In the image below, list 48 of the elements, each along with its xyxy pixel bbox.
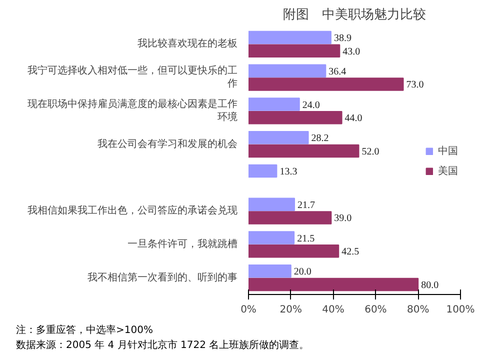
- data-label: 44.0: [344, 113, 362, 124]
- x-tick-label: 20%: [280, 304, 302, 316]
- data-label: 36.4: [328, 66, 346, 78]
- bar: [248, 144, 360, 158]
- data-label: 43.0: [342, 46, 360, 58]
- chart-title: 附图 中美职场魅力比较: [283, 6, 426, 22]
- y-tick-label: 我比较喜欢现在的老板: [138, 38, 238, 50]
- bar: [248, 130, 309, 144]
- data-label: 73.0: [406, 80, 424, 91]
- y-tick-label: 现在职场中保持雇员满意度的最核心因素是工作环境: [28, 98, 238, 124]
- y-tick-label: 我宁可选择收入相对低一些，但可以更快乐的工作: [28, 64, 238, 90]
- y-tick-label: 一旦条件许可，我就跳槽: [128, 238, 238, 250]
- data-label: 20.0: [294, 266, 312, 278]
- bar: [248, 278, 419, 292]
- data-label: 24.0: [302, 100, 320, 111]
- bar: [248, 44, 340, 58]
- bar: [248, 64, 326, 78]
- bar: [248, 78, 404, 91]
- y-tick-label: 我相信如果我工作出色，公司答应的承诺会兑现: [28, 204, 238, 217]
- bar: [248, 264, 292, 278]
- bar: [248, 211, 332, 224]
- bar: [248, 164, 278, 178]
- data-label: 39.0: [334, 213, 352, 224]
- data-label: 28.2: [311, 133, 329, 144]
- bar: [248, 244, 340, 258]
- data-label: 80.0: [421, 280, 439, 291]
- bar: [248, 98, 300, 111]
- legend-label: 美国: [438, 164, 458, 178]
- data-label: 21.7: [298, 200, 316, 211]
- x-tick-label: 100%: [446, 304, 475, 316]
- data-label: 21.5: [297, 233, 315, 244]
- legend-label: 中国: [438, 144, 458, 158]
- bar: [248, 110, 342, 124]
- y-tick-label: 我在公司会有学习和发展的机会: [98, 138, 238, 150]
- bar: [248, 30, 332, 44]
- data-label: 42.5: [342, 246, 360, 258]
- x-tick-label: 60%: [364, 304, 387, 316]
- data-label: 13.3: [280, 166, 298, 178]
- source-note: 数据来源：2005 年 4 月针对北京市 1722 名上班族所做的调查。: [16, 340, 310, 351]
- text: 注：多重应答，中选率>100%: [16, 325, 153, 336]
- x-tick-label: 0%: [240, 304, 256, 316]
- y-tick-label: 我不相信第一次看到的、听到的事: [88, 271, 238, 284]
- data-label: 38.9: [334, 33, 352, 44]
- bar: [248, 198, 296, 212]
- x-tick-label: 40%: [322, 304, 344, 316]
- data-label: 52.0: [362, 146, 380, 158]
- bar: [248, 231, 295, 244]
- x-tick-label: 80%: [406, 304, 430, 316]
